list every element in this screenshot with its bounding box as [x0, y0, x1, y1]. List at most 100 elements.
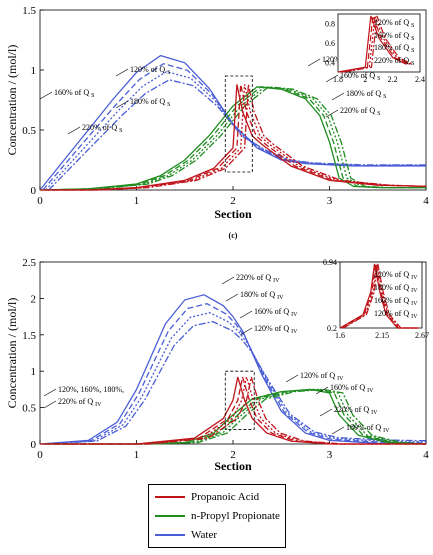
- inset-acid-line-1: [339, 263, 417, 329]
- x-axis-label: Section: [214, 459, 252, 473]
- annotation-arrow: [315, 386, 329, 395]
- inset-x-tick-label: 2: [363, 75, 367, 84]
- annotation-label: 160% of Q S: [340, 71, 380, 82]
- legend-item-n-propyl-propionate: n-Propyl Propionate: [155, 508, 280, 524]
- inset-annotation-label-subscript: S: [411, 36, 414, 42]
- inset-annotation-label-subscript: S: [411, 48, 414, 54]
- legend-item-propanoic-acid: Propanoic Acid: [155, 489, 259, 505]
- annotation-arrow: [225, 293, 239, 302]
- inset-annotation-label: 120% of Q S: [374, 18, 414, 29]
- inset-x-tick-label: 1.6: [335, 331, 345, 340]
- annotation-label-text: 120% of Q: [300, 371, 337, 380]
- legend: Propanoic Acid n-Propyl Propionate Water: [148, 484, 286, 548]
- series-line-propanoic-acid-4: [51, 84, 427, 191]
- annotation-label: 160% of Q IV: [254, 307, 298, 318]
- annotation-label: 180% of Q S: [130, 97, 170, 108]
- annotation-label-text: 220% of Q: [334, 405, 371, 414]
- annotation-label: 220% of Q S: [82, 123, 122, 134]
- inset-annotation-label-text: 120% of Q: [374, 18, 411, 27]
- y-tick-label: 2.5: [22, 257, 36, 269]
- x-tick-label: 3: [327, 449, 333, 461]
- series-line-propanoic-acid-3: [47, 84, 427, 191]
- inset-annotation-label-text: 180% of Q: [374, 283, 411, 292]
- inset-annotation-label-text: 160% of Q: [374, 31, 411, 40]
- annotation-label-text: 220% of Q: [58, 397, 95, 406]
- annotation-label-text: 120% of Q: [254, 324, 291, 333]
- annotation-label-subscript: IV: [291, 329, 298, 335]
- annotation-arrow: [285, 374, 299, 383]
- annotation-label-text: 160% of Q: [54, 88, 91, 97]
- inset-annotation-label: 220% of Q IV: [374, 270, 418, 281]
- series-line-n-propyl-propionate-4: [51, 86, 426, 191]
- inset-y-tick-label: 0.6: [325, 39, 335, 48]
- annotation-label-subscript: IV: [337, 376, 344, 382]
- annotation-label-subscript: S: [91, 93, 94, 99]
- annotation-arrow: [39, 91, 53, 100]
- legend-label-acid: Propanoic Acid: [191, 491, 260, 503]
- y-tick-label: 1.5: [22, 5, 36, 17]
- annotation-label-subscript: IV: [367, 388, 374, 394]
- annotation-arrow: [67, 126, 81, 135]
- annotation-arrow: [331, 426, 345, 435]
- annotation-label-subscript: S: [383, 94, 386, 100]
- inset-annotation-label: 120% of Q IV: [374, 309, 418, 320]
- x-tick-label: 2: [230, 195, 236, 207]
- annotation-label-text: 180% of Q: [240, 290, 277, 299]
- inset-annotation-label-text: 220% of Q: [374, 56, 411, 65]
- legend-swatch-water: [155, 534, 185, 536]
- annotation-arrow: [115, 68, 129, 77]
- inset-annotation-label-text: 160% of Q: [374, 296, 411, 305]
- y-tick-label: 2: [31, 293, 37, 305]
- chart-panel-c: 0 1 2 3 4 0 0.5 1 1.5 Section Concentration / (mol…: [5, 5, 429, 240]
- inset-x-tick-label: 2.67: [415, 331, 429, 340]
- annotation-label-text: 160% of Q: [254, 307, 291, 316]
- series-line-n-propyl-propionate-2: [43, 86, 426, 191]
- annotation-label-subscript: S: [377, 76, 380, 82]
- annotation-arrow: [43, 400, 57, 409]
- x-tick-label: 4: [423, 449, 429, 461]
- chart-panel-d: 0 1 2 3 4 0 0.5 1 1.5 2 2.5 Section Concentration / …: [5, 257, 429, 492]
- inset-annotation-label-subscript: S: [411, 23, 414, 29]
- annotation-label-subscript: IV: [273, 278, 280, 284]
- annotation-arrow: [239, 310, 253, 319]
- inset-annotation-label-subscript: IV: [411, 288, 418, 294]
- y-axis-label: Concentration / (mol/l): [5, 45, 19, 156]
- annotation-label-subscript: IV: [95, 402, 102, 408]
- y-tick-label: 0.5: [22, 125, 36, 137]
- annotation-label-subscript: S: [119, 128, 122, 134]
- legend-label-ester: n-Propyl Propionate: [191, 510, 280, 522]
- zoom-region-box: [224, 75, 253, 173]
- inset-acid-line-2: [340, 263, 418, 329]
- y-tick-label: 0: [31, 185, 37, 197]
- annotation-label-subscript: IV: [383, 428, 390, 434]
- inset-annotation-label-text: 120% of Q: [374, 309, 411, 318]
- x-tick-label: 3: [327, 195, 333, 207]
- inset-annotation-label: 220% of Q S: [374, 56, 414, 67]
- inset-annotation-label: 160% of Q IV: [374, 296, 418, 307]
- x-tick-label: 0: [37, 195, 43, 207]
- annotation-label-subscript: IV: [371, 410, 378, 416]
- annotation-label: 220% of Q IV: [58, 397, 102, 408]
- inset-x-tick-label: 2.15: [375, 331, 389, 340]
- series-line-water-1: [39, 294, 427, 445]
- legend-swatch-ester: [155, 515, 185, 517]
- annotation-label: 120% of Q IV: [254, 324, 298, 335]
- annotation-label-text: 180% of Q: [346, 423, 383, 432]
- inset-annotation-label-subscript: IV: [411, 275, 418, 281]
- inset-annotation-label-subscript: IV: [411, 301, 418, 307]
- x-tick-label: 4: [423, 195, 429, 207]
- annotation-label-subscript: IV: [277, 295, 284, 301]
- annotation-label: 120% of Q IV: [300, 371, 344, 382]
- y-tick-label: 1: [31, 65, 37, 77]
- x-tick-label: 1: [134, 449, 140, 461]
- x-tick-label: 1: [134, 195, 140, 207]
- inset-annotation-label: 180% of Q S: [374, 43, 414, 54]
- x-tick-label: 0: [37, 449, 43, 461]
- annotation-label-text: 120%, 160%, 180%,: [58, 385, 124, 394]
- series-line-water-2: [42, 303, 427, 445]
- inset-annotation-label-text: 180% of Q: [374, 43, 411, 52]
- series-line-propanoic-acid-4: [53, 376, 426, 445]
